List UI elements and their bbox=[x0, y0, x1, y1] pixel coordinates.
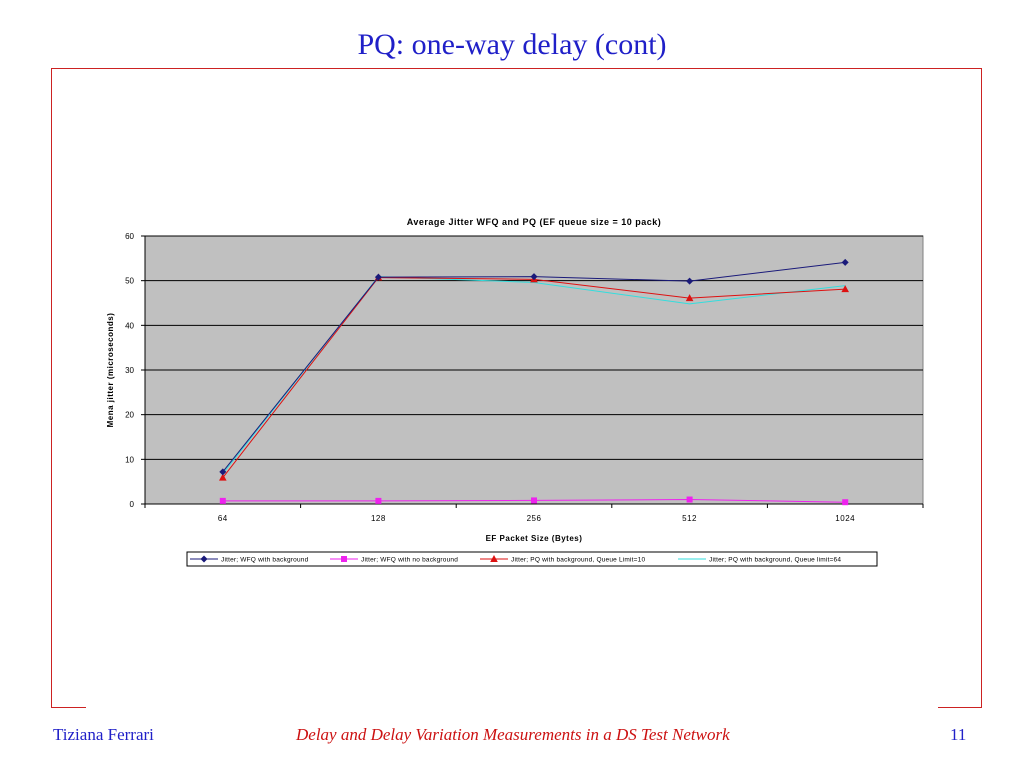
legend-marker bbox=[490, 555, 498, 562]
legend-label: Jitter; WFQ with no background bbox=[361, 557, 458, 564]
legend bbox=[186, 551, 878, 567]
data-point bbox=[219, 473, 227, 481]
x-tick-label: 1024 bbox=[835, 514, 855, 523]
data-point bbox=[841, 285, 849, 293]
y-tick-label: 0 bbox=[130, 500, 135, 509]
slide-frame-bottom-right bbox=[938, 707, 982, 708]
legend-label: Jitter; PQ with background, Queue Limit=… bbox=[511, 557, 645, 564]
slide-title: PQ: one-way delay (cont) bbox=[357, 28, 667, 61]
y-tick-label: 30 bbox=[125, 366, 134, 375]
data-point bbox=[219, 497, 226, 504]
y-tick-label: 40 bbox=[125, 321, 134, 330]
data-point bbox=[374, 273, 382, 281]
y-axis-label: Mena jitter (microseconds) bbox=[106, 313, 115, 428]
legend-marker bbox=[341, 556, 347, 562]
slide-frame-bottom-left bbox=[51, 707, 86, 708]
data-point bbox=[686, 277, 694, 285]
y-tick-label: 60 bbox=[125, 232, 134, 241]
legend-label: Jitter; WFQ with background bbox=[221, 557, 309, 564]
y-tick-label: 10 bbox=[125, 455, 134, 464]
slide-frame-left bbox=[51, 68, 52, 707]
data-point bbox=[842, 499, 849, 506]
y-tick-label: 50 bbox=[125, 277, 134, 286]
x-tick-label: 64 bbox=[218, 514, 228, 523]
data-point bbox=[530, 273, 538, 281]
legend-label: Jitter; PQ with background, Queue limit=… bbox=[709, 557, 841, 564]
x-axis-label: EF Packet Size (Bytes) bbox=[486, 534, 583, 543]
x-tick-label: 128 bbox=[371, 514, 386, 523]
x-tick-label: 256 bbox=[527, 514, 542, 523]
slide-frame-right bbox=[981, 68, 982, 707]
data-point bbox=[531, 497, 537, 504]
data-point bbox=[219, 468, 227, 476]
chart-title: Average Jitter WFQ and PQ (EF queue size… bbox=[407, 217, 662, 227]
slide-frame-top bbox=[51, 68, 982, 69]
legend-marker bbox=[200, 555, 208, 563]
data-point bbox=[375, 497, 382, 504]
footer-presentation-title: Delay and Delay Variation Measurements i… bbox=[296, 725, 730, 744]
footer-author: Tiziana Ferrari bbox=[53, 725, 154, 744]
data-point bbox=[686, 496, 693, 503]
data-point bbox=[841, 258, 849, 266]
data-point bbox=[685, 294, 694, 302]
y-tick-label: 20 bbox=[125, 411, 134, 420]
x-tick-label: 512 bbox=[682, 514, 697, 523]
page-number: 11 bbox=[950, 725, 967, 744]
